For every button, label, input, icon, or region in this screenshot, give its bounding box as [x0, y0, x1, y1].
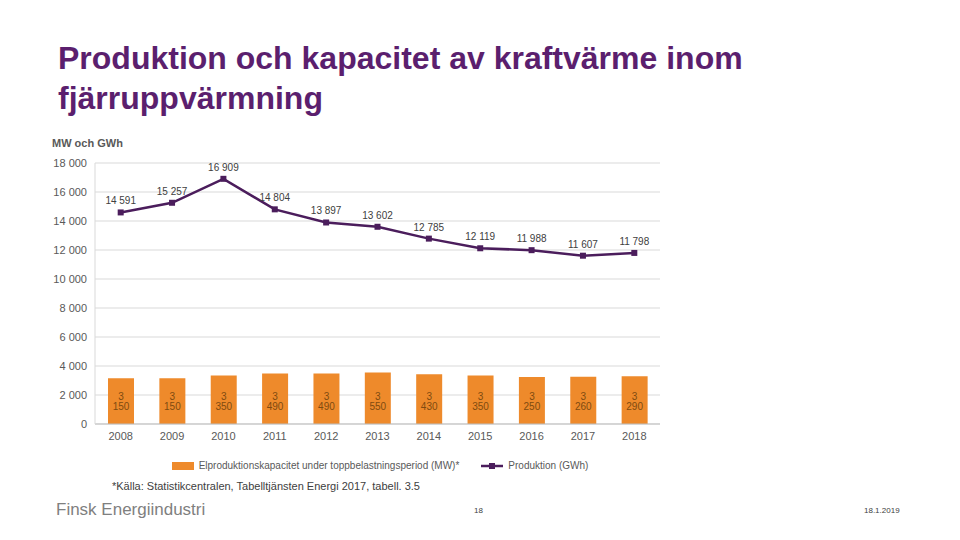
html-text:*Källa: Statistikcentralen, Ta: *Källa: Statistikcentralen, Tabelltjänst…	[112, 480, 420, 492]
svg-text:6 000: 6 000	[59, 331, 87, 343]
svg-text:3550: 3550	[369, 391, 386, 412]
svg-text:3260: 3260	[575, 391, 592, 412]
svg-text:14 000: 14 000	[53, 215, 87, 227]
svg-text:2018: 2018	[622, 430, 646, 442]
svg-text:13 897: 13 897	[311, 205, 342, 216]
svg-text:2011: 2011	[263, 430, 287, 442]
svg-text:12 119: 12 119	[465, 231, 495, 242]
html-text:MW och GWh: MW och GWh	[52, 137, 123, 149]
svg-text:15 257: 15 257	[157, 186, 188, 197]
svg-text:3490: 3490	[267, 391, 284, 412]
svg-text:3290: 3290	[626, 391, 643, 412]
html-text:Produktion (GWh): Produktion (GWh)	[508, 460, 589, 471]
html-text:Produktion och kapacitet av kr: Produktion och kapacitet av kraftvärme i…	[58, 40, 743, 116]
svg-text:8 000: 8 000	[59, 302, 87, 314]
svg-text:16 000: 16 000	[53, 186, 87, 198]
svg-text:11 988: 11 988	[517, 233, 547, 244]
svg-text:2015: 2015	[468, 430, 492, 442]
svg-text:3430: 3430	[421, 391, 438, 412]
svg-text:10 000: 10 000	[53, 273, 87, 285]
svg-text:2012: 2012	[314, 430, 338, 442]
html-text:Elproduktionskapacitet under t: Elproduktionskapacitet under toppbelastn…	[198, 460, 460, 471]
svg-text:0: 0	[81, 418, 87, 430]
svg-text:12 000: 12 000	[53, 244, 87, 256]
svg-text:3150: 3150	[113, 391, 130, 412]
svg-text:2 000: 2 000	[59, 389, 87, 401]
svg-text:13 602: 13 602	[362, 210, 393, 221]
html-text:18.1.2019: 18.1.2019	[864, 506, 900, 515]
svg-text:2014: 2014	[417, 430, 441, 442]
html-text:Finsk Energiindustri: Finsk Energiindustri	[56, 500, 206, 519]
svg-text:2017: 2017	[571, 430, 595, 442]
svg-text:3350: 3350	[472, 391, 489, 412]
svg-text:2016: 2016	[519, 430, 543, 442]
svg-text:11 798: 11 798	[619, 236, 649, 247]
svg-text:11 607: 11 607	[568, 239, 598, 250]
svg-text:2013: 2013	[365, 430, 389, 442]
svg-text:3150: 3150	[164, 391, 181, 412]
svg-text:14 591: 14 591	[105, 195, 136, 206]
svg-text:16 909: 16 909	[208, 162, 239, 173]
html-text:18: 18	[474, 506, 483, 515]
svg-text:12 785: 12 785	[414, 222, 445, 233]
svg-text:2009: 2009	[160, 430, 184, 442]
svg-text:18 000: 18 000	[53, 157, 87, 169]
svg-text:3250: 3250	[524, 391, 541, 412]
svg-text:14 804: 14 804	[259, 192, 290, 203]
svg-text:3490: 3490	[318, 391, 335, 412]
svg-text:3350: 3350	[215, 391, 232, 412]
svg-text:2008: 2008	[108, 430, 132, 442]
svg-text:4 000: 4 000	[59, 360, 87, 372]
svg-text:2010: 2010	[211, 430, 235, 442]
